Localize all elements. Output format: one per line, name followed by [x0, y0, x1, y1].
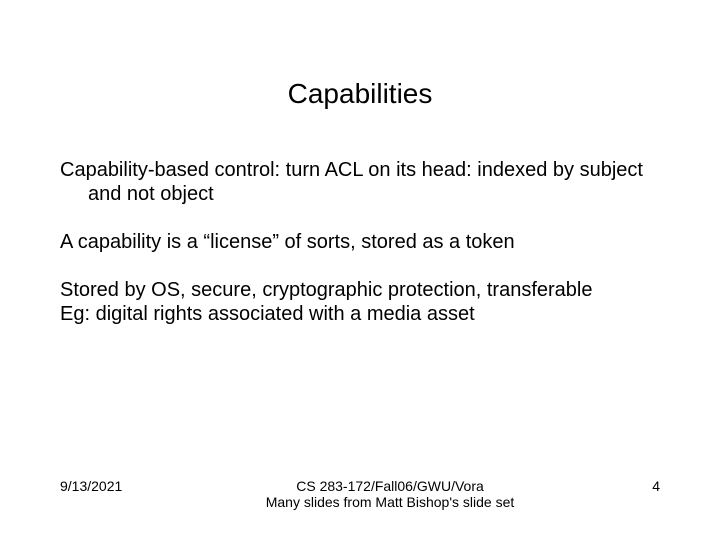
body-paragraph: A capability is a “license” of sorts, st… — [60, 230, 670, 254]
body-paragraph: Stored by OS, secure, cryptographic prot… — [60, 278, 670, 302]
slide-title: Capabilities — [0, 78, 720, 110]
slide-footer: 9/13/2021 CS 283-172/Fall06/GWU/Vora Man… — [60, 478, 660, 510]
slide: Capabilities Capability-based control: t… — [0, 0, 720, 540]
footer-page-number: 4 — [630, 478, 660, 494]
footer-attribution: Many slides from Matt Bishop's slide set — [170, 494, 610, 510]
body-paragraph: Capability-based control: turn ACL on it… — [60, 158, 670, 206]
footer-date: 9/13/2021 — [60, 478, 150, 494]
footer-course: CS 283-172/Fall06/GWU/Vora — [170, 478, 610, 494]
body-paragraph: Eg: digital rights associated with a med… — [60, 302, 670, 326]
footer-center: CS 283-172/Fall06/GWU/Vora Many slides f… — [170, 478, 610, 510]
slide-body: Capability-based control: turn ACL on it… — [60, 158, 670, 350]
